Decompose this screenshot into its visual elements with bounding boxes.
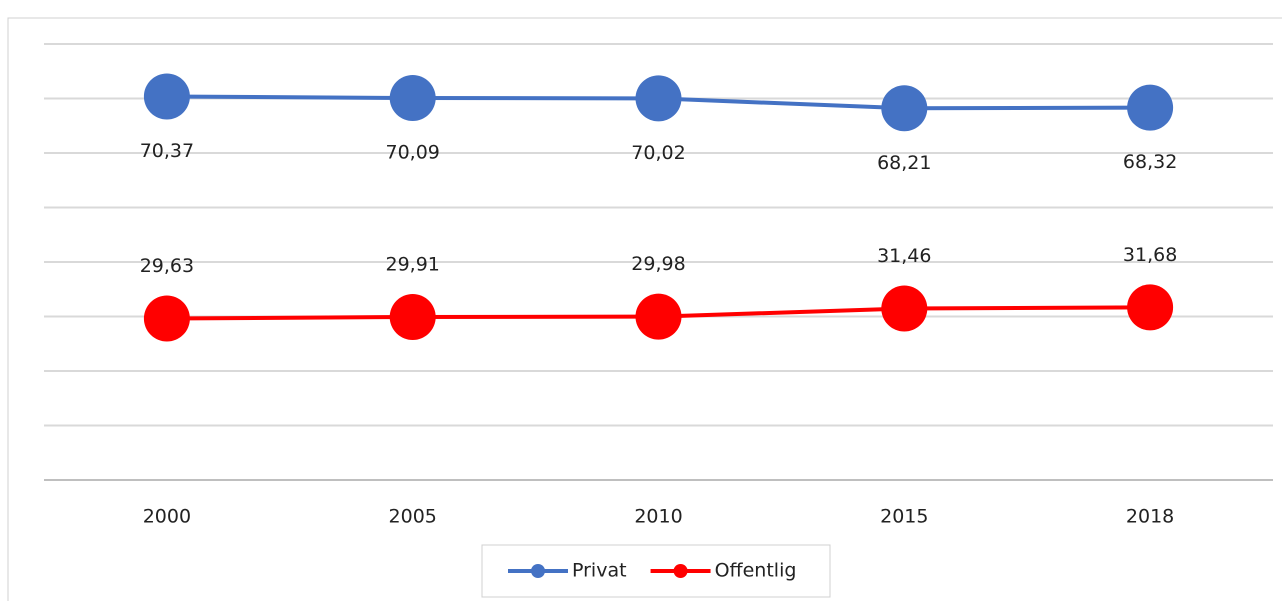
- marks: [143, 73, 1174, 342]
- marker: [881, 85, 928, 132]
- marker: [1127, 284, 1174, 331]
- legend-label: Offentlig: [715, 560, 797, 582]
- marker: [389, 75, 436, 122]
- marker: [635, 75, 682, 122]
- x-tick-label: 2000: [143, 506, 191, 528]
- data-label: 29,91: [385, 253, 439, 275]
- data-label: 68,32: [1123, 151, 1177, 173]
- data-label: 31,68: [1123, 244, 1177, 266]
- data-label: 68,21: [877, 152, 931, 174]
- data-label: 29,98: [631, 253, 685, 275]
- marker: [143, 295, 190, 342]
- legend-marker: [673, 564, 688, 578]
- data-label: 70,37: [140, 140, 194, 162]
- data-label: 31,46: [877, 245, 931, 267]
- x-tick-label: 2005: [389, 506, 437, 528]
- x-tick-label: 2015: [880, 506, 928, 528]
- marker: [881, 285, 928, 332]
- x-tick-label: 2018: [1126, 506, 1174, 528]
- marker: [635, 293, 682, 340]
- x-tick-label: 2010: [634, 506, 682, 528]
- data-label: 70,02: [631, 142, 685, 164]
- marker: [389, 293, 436, 340]
- data-label: 70,09: [385, 142, 439, 164]
- legend-marker: [531, 564, 545, 578]
- marker: [1127, 84, 1174, 131]
- data-label: 29,63: [140, 255, 194, 277]
- legend-label: Privat: [572, 560, 627, 582]
- marker: [143, 73, 190, 120]
